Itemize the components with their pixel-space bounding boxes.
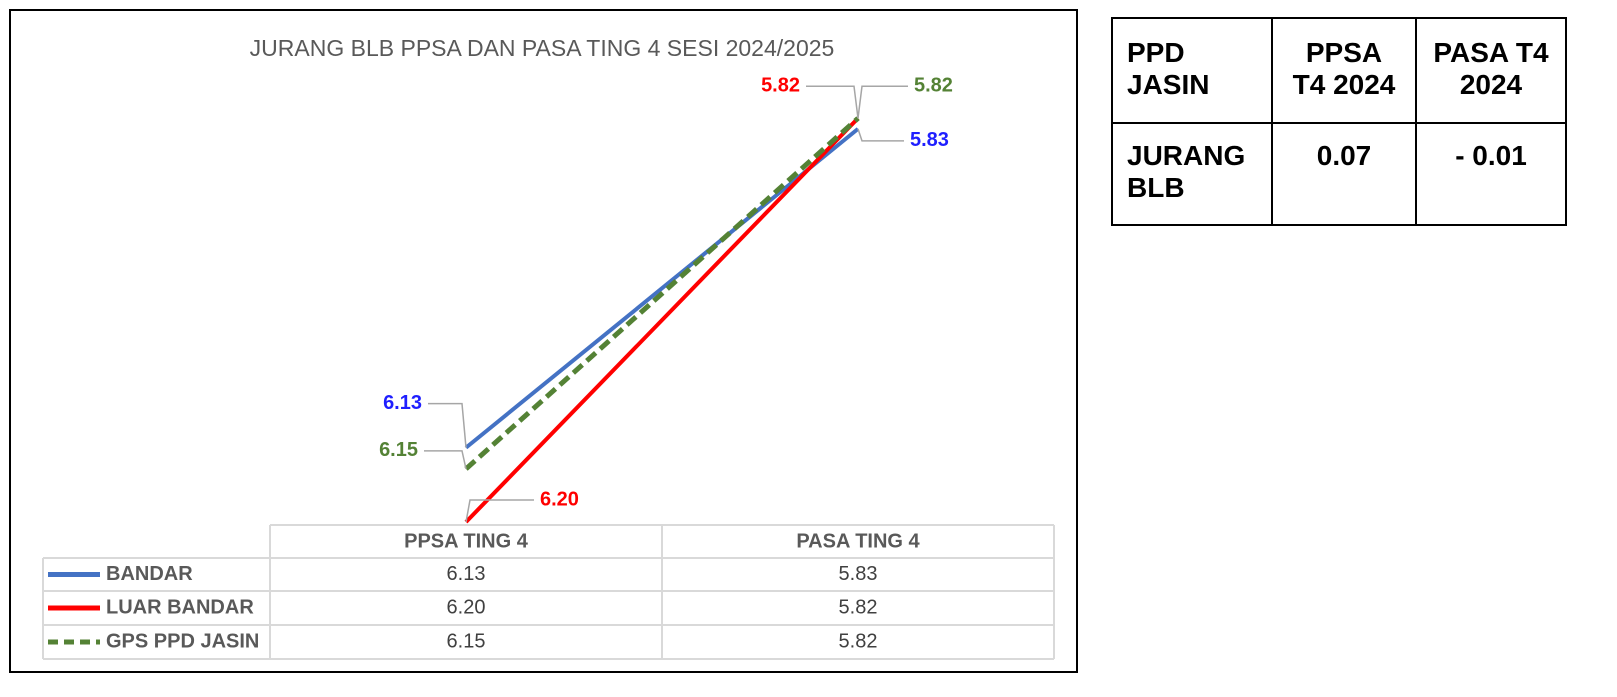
side-cell: - 0.01 — [1415, 122, 1567, 226]
table-value: 5.83 — [839, 563, 878, 585]
leader-line — [857, 85, 908, 119]
leader-line — [857, 128, 904, 142]
chart-frame — [9, 9, 1078, 673]
table-value: 6.13 — [447, 563, 486, 585]
data-label: 6.13 — [383, 392, 422, 414]
table-value: 6.20 — [447, 596, 486, 618]
series-line — [464, 116, 860, 524]
data-label: 5.83 — [910, 129, 949, 151]
legend-label: LUAR BANDAR — [106, 596, 254, 618]
data-label: 6.20 — [540, 488, 579, 510]
series-line — [464, 127, 860, 450]
leader-line — [424, 450, 467, 470]
leader-line — [465, 499, 534, 523]
side-header-cell: PASA T4 2024 — [1415, 17, 1567, 124]
x-tick-label: PASA TING 4 — [796, 530, 920, 552]
data-label: 6.15 — [379, 439, 418, 461]
side-table: PPD JASIN PPSA T4 2024 PASA T4 2024 JURA… — [1111, 17, 1567, 226]
table-value: 5.82 — [839, 630, 878, 652]
chart: JURANG BLB PPSA DAN PASA TING 4 SESI 202… — [9, 9, 1078, 673]
chart-title: JURANG BLB PPSA DAN PASA TING 4 SESI 202… — [250, 35, 835, 61]
series-line — [464, 116, 860, 471]
side-header-cell: PPSA T4 2024 — [1271, 17, 1417, 124]
table-value: 5.82 — [839, 596, 878, 618]
leader-line — [428, 402, 467, 448]
legend-label: BANDAR — [106, 563, 193, 585]
x-tick-label: PPSA TING 4 — [404, 530, 529, 552]
table-value: 6.15 — [447, 630, 486, 652]
data-label: 5.82 — [914, 75, 953, 97]
legend-label: GPS PPD JASIN — [106, 630, 259, 652]
data-label: 5.82 — [761, 75, 800, 97]
side-header-cell: PPD JASIN — [1111, 17, 1273, 124]
side-row-label: JURANG BLB — [1111, 122, 1273, 226]
side-cell: 0.07 — [1271, 122, 1417, 226]
leader-line — [806, 85, 859, 119]
